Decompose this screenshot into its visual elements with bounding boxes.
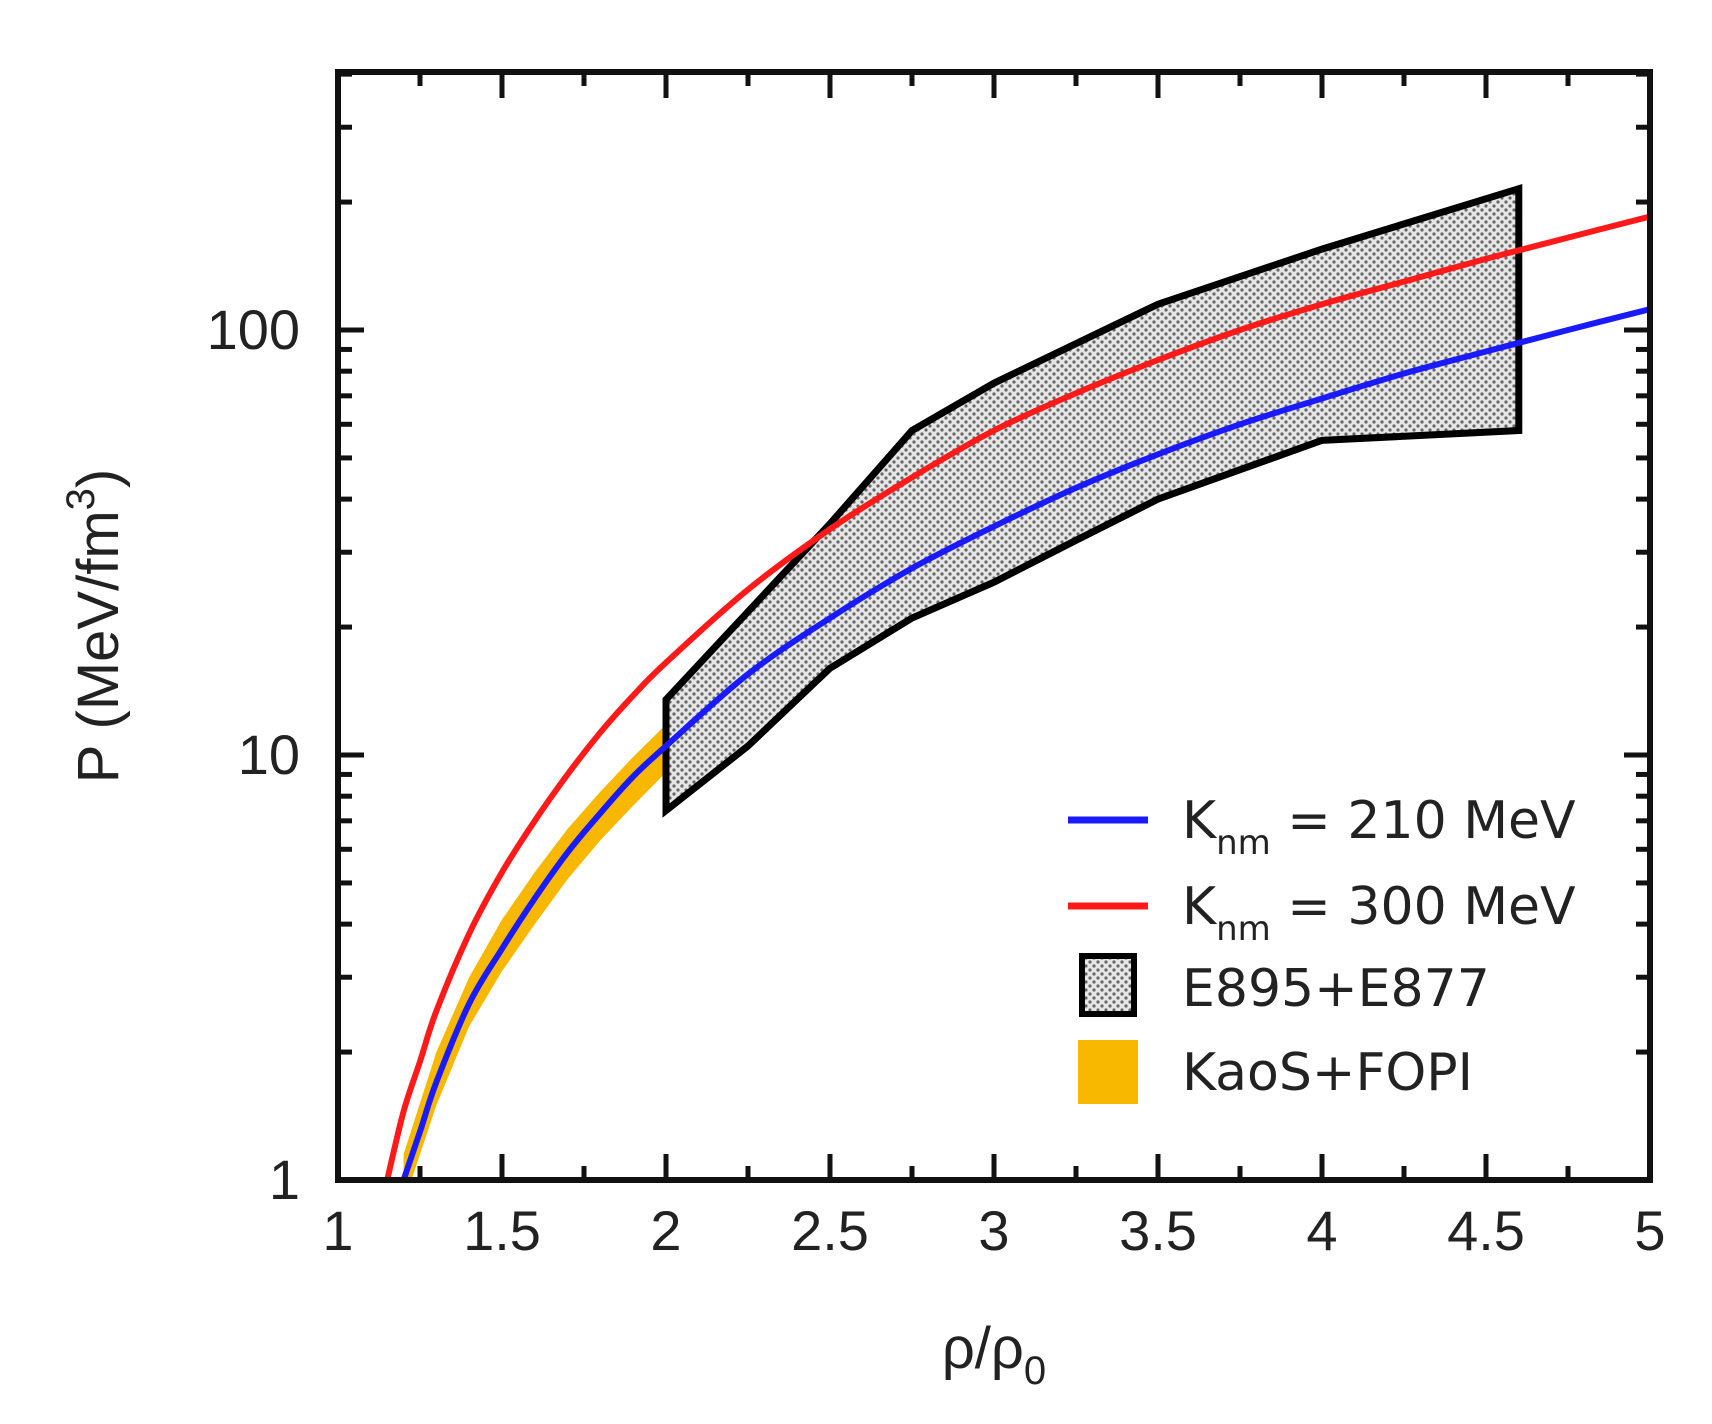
bands-layer: [403, 183, 1523, 1180]
y-axis-title: P (MeV/fm3): [59, 469, 131, 783]
y-axis-title-sup: 3: [59, 488, 103, 510]
y-axis-title-main: P (MeV/fm: [66, 510, 131, 783]
legend-entry: E895+E877: [1079, 953, 1490, 1019]
series-knm-210: [400, 306, 1650, 1180]
series-knm-300: [384, 213, 1650, 1180]
x-tick-label: 1: [322, 1199, 353, 1262]
x-tick-label: 4.5: [1447, 1199, 1525, 1262]
x-tick-label: 1.5: [463, 1199, 541, 1262]
x-tick-label: 4: [1306, 1199, 1337, 1262]
x-tick-label: 2.5: [791, 1199, 869, 1262]
legend-label-rest: = 210 MeV: [1271, 791, 1576, 851]
legend-label-main: KaoS+FOPI: [1182, 1043, 1473, 1103]
series-layer: [384, 213, 1650, 1180]
x-tick-label: 3.5: [1119, 1199, 1197, 1262]
legend-label: E895+E877: [1182, 959, 1490, 1019]
x-tick-label: 3: [978, 1199, 1009, 1262]
legend-label-main: E895+E877: [1182, 959, 1490, 1019]
x-axis-title-sub: 0: [1024, 1349, 1046, 1393]
legend-label: Knm = 210 MeV: [1182, 791, 1576, 863]
legend-label-main: K: [1182, 791, 1218, 851]
plot-frame: [335, 69, 1653, 1183]
band-e895-e877: [662, 183, 1523, 818]
legend-swatch-orange: [1078, 1040, 1138, 1104]
legend-label-main: K: [1182, 877, 1218, 937]
legend-label: KaoS+FOPI: [1182, 1043, 1473, 1103]
legend-label-rest: = 300 MeV: [1271, 877, 1576, 937]
y-tick-label: 1: [269, 1148, 300, 1211]
y-tick-label: 10: [238, 723, 300, 786]
legend-label-sub: nm: [1216, 909, 1271, 949]
legend-entry: KaoS+FOPI: [1078, 1040, 1473, 1104]
x-tick-label: 5: [1634, 1199, 1665, 1262]
y-axis-title-close: ): [66, 469, 131, 488]
legend-entry: Knm = 300 MeV: [1068, 877, 1576, 949]
y-tick-label: 100: [207, 298, 300, 361]
legend-swatch-hatched: [1079, 953, 1137, 1017]
x-axis-title: ρ/ρ0: [942, 1316, 1046, 1393]
legend-label-sub: nm: [1216, 823, 1271, 863]
x-tick-label: 2: [650, 1199, 681, 1262]
x-axis-title-main: ρ/ρ: [942, 1316, 1024, 1381]
legend-label: Knm = 300 MeV: [1182, 877, 1576, 949]
legend-entry: Knm = 210 MeV: [1068, 791, 1576, 863]
band-kaos-fopi: [403, 724, 666, 1180]
tick-labels-layer: 1 1.5 2 2.5 3 3.5 4 4.5 5 1 10 100: [207, 298, 1666, 1262]
